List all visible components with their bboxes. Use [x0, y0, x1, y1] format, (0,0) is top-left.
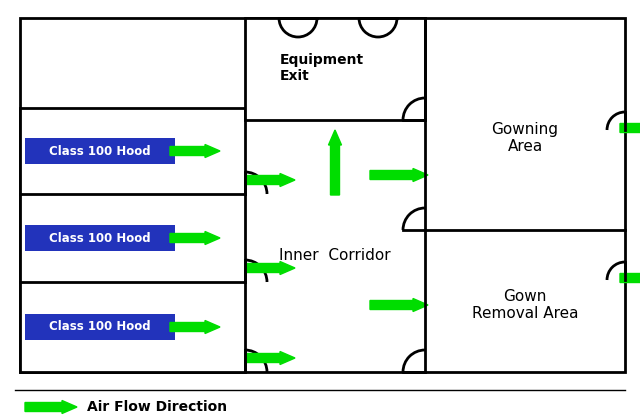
FancyArrow shape — [328, 130, 342, 195]
FancyArrow shape — [170, 145, 220, 158]
Bar — [25, 314, 175, 340]
Bar — [20, 108, 245, 372]
FancyArrow shape — [170, 232, 220, 245]
Text: Air Flow Direction: Air Flow Direction — [87, 400, 227, 414]
Bar — [245, 18, 425, 120]
FancyArrow shape — [247, 352, 295, 365]
FancyArrow shape — [170, 321, 220, 334]
FancyArrow shape — [620, 272, 640, 285]
FancyArrow shape — [247, 261, 295, 274]
FancyArrow shape — [370, 168, 428, 181]
FancyArrow shape — [25, 401, 77, 414]
FancyArrow shape — [370, 298, 428, 311]
Text: Class 100 Hood: Class 100 Hood — [49, 321, 151, 334]
Text: Gowning
Area: Gowning Area — [492, 122, 559, 154]
Bar — [25, 225, 175, 251]
Bar — [25, 138, 175, 164]
Text: Inner  Corridor: Inner Corridor — [279, 248, 391, 262]
Text: Equipment
Exit: Equipment Exit — [280, 53, 364, 83]
FancyArrow shape — [620, 122, 640, 134]
Text: Class 100 Hood: Class 100 Hood — [49, 232, 151, 245]
Bar — [20, 18, 625, 372]
Text: Class 100 Hood: Class 100 Hood — [49, 145, 151, 158]
Text: Gown
Removal Area: Gown Removal Area — [472, 289, 579, 321]
FancyArrow shape — [247, 173, 295, 186]
